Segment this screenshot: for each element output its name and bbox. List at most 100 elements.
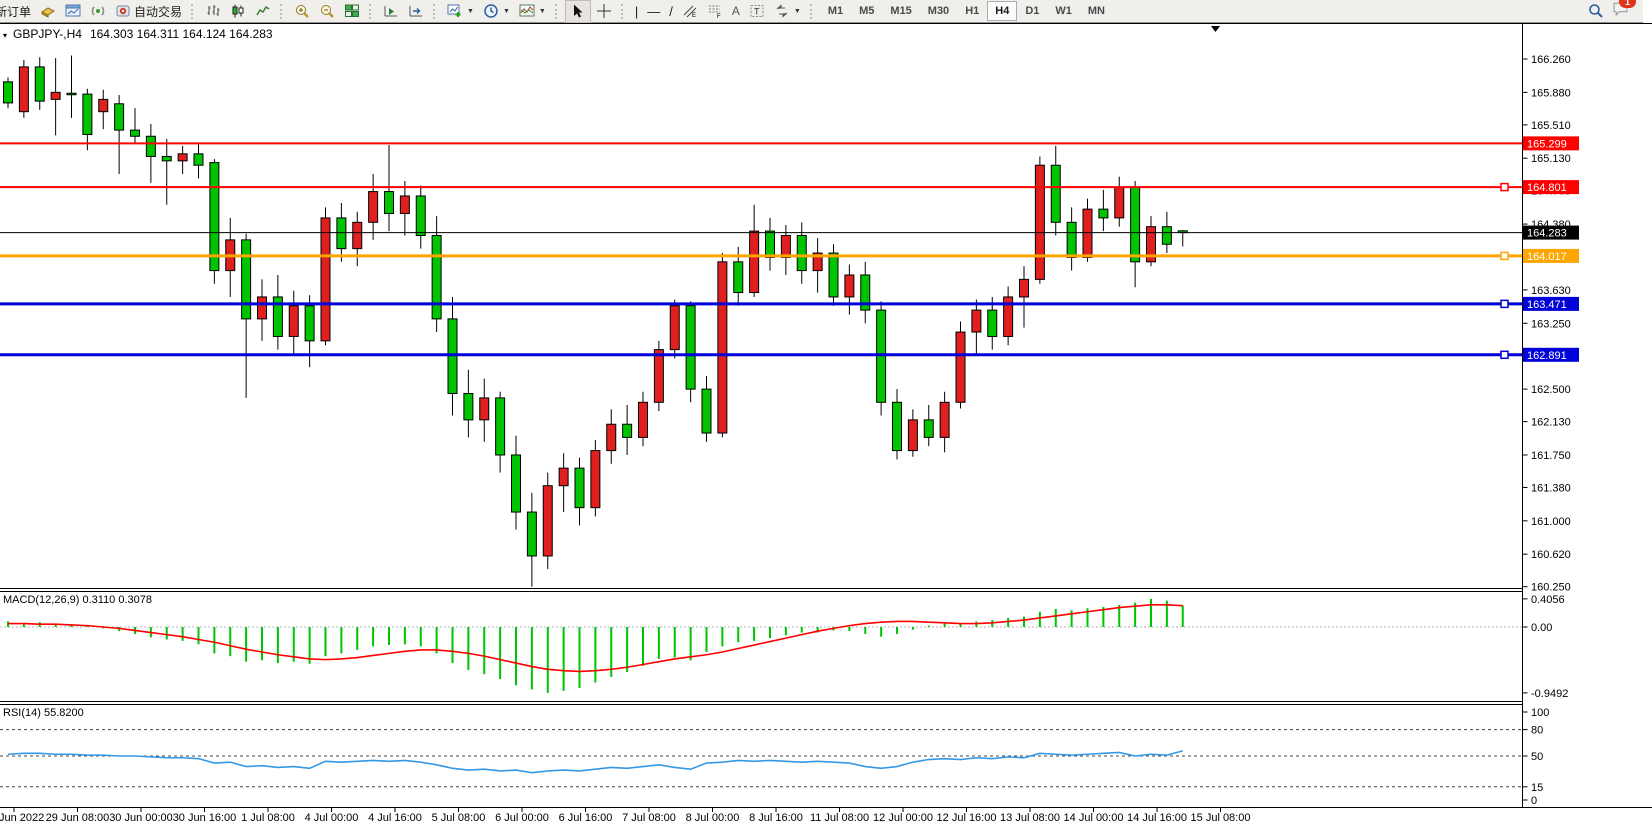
time-axis-label: 8 Jul 00:00 [686,812,740,824]
timeframe-button-M1[interactable]: M1 [827,5,844,17]
time-axis-label: 6 Jul 00:00 [495,812,549,824]
search-icon[interactable] [1588,3,1604,19]
price-label-box [1523,248,1579,263]
chat-button[interactable]: 1 [1612,0,1636,22]
candle [495,397,506,456]
new-order-button[interactable]: 新订单 [0,1,35,22]
price-label-text: 164.283 [1527,228,1567,240]
candle [479,397,490,421]
candle [1098,208,1109,219]
toolbar-grip[interactable] [620,3,627,19]
candle [177,153,188,162]
chart-play-icon[interactable] [379,1,403,22]
candle [3,81,13,104]
trendline-tool[interactable]: / [669,3,673,19]
toolbar-grip[interactable] [369,3,375,19]
price-label-box [1523,347,1579,362]
crosshair-tool[interactable] [592,1,616,22]
candle [987,309,998,337]
rsi-tick-label: 100 [1531,707,1549,719]
auto-trading-label: 自动交易 [134,4,183,19]
timeframe-button-H4[interactable]: H4 [987,1,1018,21]
candle [1066,221,1077,258]
chart-title: ▾ GBPJPY-,H4 164.303 164.311 164.124 164… [3,27,273,41]
chart-shift-icon[interactable] [404,1,428,22]
toolbar-grip[interactable] [433,3,439,19]
price-label-text: 162.891 [1527,350,1567,362]
price-label-box [1523,225,1579,240]
price-tick-label: 161.380 [1531,482,1571,494]
zoom-in-icon[interactable] [290,1,314,22]
clock-dropdown[interactable]: ▼ [479,1,514,22]
cursor-tool[interactable] [564,0,591,23]
text-tool[interactable]: A [731,4,740,18]
candle [733,261,744,294]
candle [368,191,379,223]
candle [304,305,315,342]
horizontal-line-tool[interactable]: — [647,3,661,19]
timeframe-button-M30[interactable]: M30 [927,5,950,17]
channel-tool[interactable]: E [678,1,702,22]
line-anchor-marker[interactable] [1500,350,1509,360]
macd-pane[interactable] [0,592,1522,701]
candlestick-icon[interactable] [226,1,250,22]
time-axis-label: 4 Jul 16:00 [368,812,422,824]
line-anchor-marker[interactable] [1500,182,1509,192]
timeframe-button-D1[interactable]: D1 [1025,5,1040,17]
toolbar-grip[interactable] [809,3,816,19]
line-anchor-marker[interactable] [1500,299,1509,309]
price-label-text: 165.299 [1527,138,1567,150]
vertical-line-tool[interactable]: | [634,3,639,19]
candle [526,511,537,557]
timeframe-button-H1[interactable]: H1 [965,5,980,17]
bar-chart-icon[interactable] [201,1,225,22]
candle [749,230,760,294]
candle [1114,186,1125,219]
price-tick-label: 162.500 [1531,384,1571,396]
candle [542,485,553,557]
auto-trading-button[interactable]: 自动交易 [111,1,186,22]
time-axis-label: 13 Jul 08:00 [1000,812,1060,824]
new-chart-dropdown[interactable]: ▼ [443,1,478,22]
indicators-dropdown[interactable]: ▼ [515,1,550,22]
line-anchor-marker[interactable] [1500,251,1509,261]
charts-window-icon[interactable] [61,1,85,22]
toolbar-grip[interactable] [191,3,197,19]
timeframe-button-M5[interactable]: M5 [859,5,875,17]
zoom-out-icon[interactable] [315,1,339,22]
signal-icon[interactable] [86,1,110,22]
candle [1050,164,1061,223]
arrows-dropdown[interactable]: ▼ [770,1,805,22]
candle [701,388,712,434]
toolbar-right: 1 [1588,0,1643,22]
yellow-box-icon[interactable] [36,1,60,22]
price-tick-label: 163.630 [1531,285,1571,297]
candle [352,221,363,250]
candle [828,252,839,298]
shift-marker-icon[interactable] [1211,26,1220,32]
fibonacci-tool[interactable]: F [703,1,727,22]
main-toolbar: 新订单 自动交易 [0,0,1643,23]
candle [1034,164,1045,280]
timeframe-button-MN[interactable]: MN [1087,5,1105,17]
line-chart-icon[interactable] [251,1,275,22]
price-label-box [1523,296,1579,311]
toolbar-grip[interactable] [280,3,286,19]
candle [669,305,680,351]
price-tick-label: 166.260 [1531,54,1571,66]
rsi-indicator-label: RSI(14) 55.8200 [3,707,84,719]
chart-dropdown-icon[interactable]: ▾ [3,31,8,40]
timeframe-button-M15[interactable]: M15 [890,5,912,17]
candle [907,419,918,452]
macd-tick-label: -0.9492 [1531,688,1568,700]
tile-windows-icon[interactable] [340,1,364,22]
timeframe-button-W1[interactable]: W1 [1055,5,1072,17]
candle [82,93,93,136]
candle [971,309,982,333]
text-label-tool[interactable]: T [745,1,769,22]
price-tick-label: 161.000 [1531,516,1571,528]
candle [511,454,521,513]
main-chart-pane[interactable] [0,24,1522,588]
toolbar-grip[interactable] [554,3,561,19]
